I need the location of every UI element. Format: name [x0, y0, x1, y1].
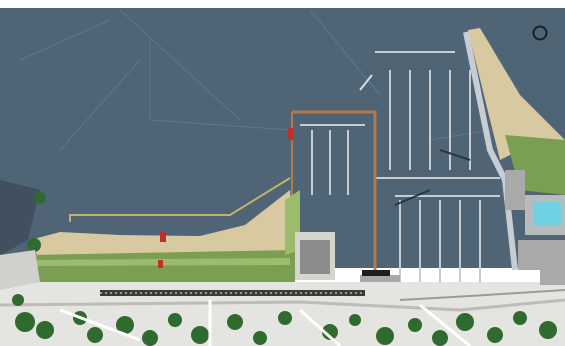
- plaza-paths: [59, 300, 471, 346]
- breakwater-right: [463, 31, 518, 271]
- circle-ring-icon[interactable]: [532, 25, 548, 41]
- left-tree: [27, 238, 41, 252]
- water-guide-lines: [19, 9, 521, 151]
- marina-docks-right: [375, 51, 500, 282]
- beach-right: [468, 28, 565, 165]
- left-lighthouse: [34, 192, 46, 204]
- buoy-line: [359, 74, 373, 91]
- railway: [100, 290, 365, 296]
- promenade-line: [69, 177, 291, 222]
- central-pier-outline: [292, 110, 377, 280]
- pier-building-inner: [300, 240, 330, 274]
- right-shore-buildings: [505, 170, 565, 285]
- terminal-dark: [362, 270, 390, 276]
- left-inlet: [0, 180, 40, 255]
- channel-marks: [394, 149, 471, 206]
- road-lower: [0, 298, 565, 312]
- marina-docks-center: [300, 124, 365, 195]
- pool: [533, 202, 561, 226]
- shore-left: [0, 250, 40, 290]
- beach-left: [30, 190, 295, 262]
- railway-right: [399, 289, 565, 301]
- top-edge: [0, 0, 565, 8]
- red-markers: [158, 128, 293, 268]
